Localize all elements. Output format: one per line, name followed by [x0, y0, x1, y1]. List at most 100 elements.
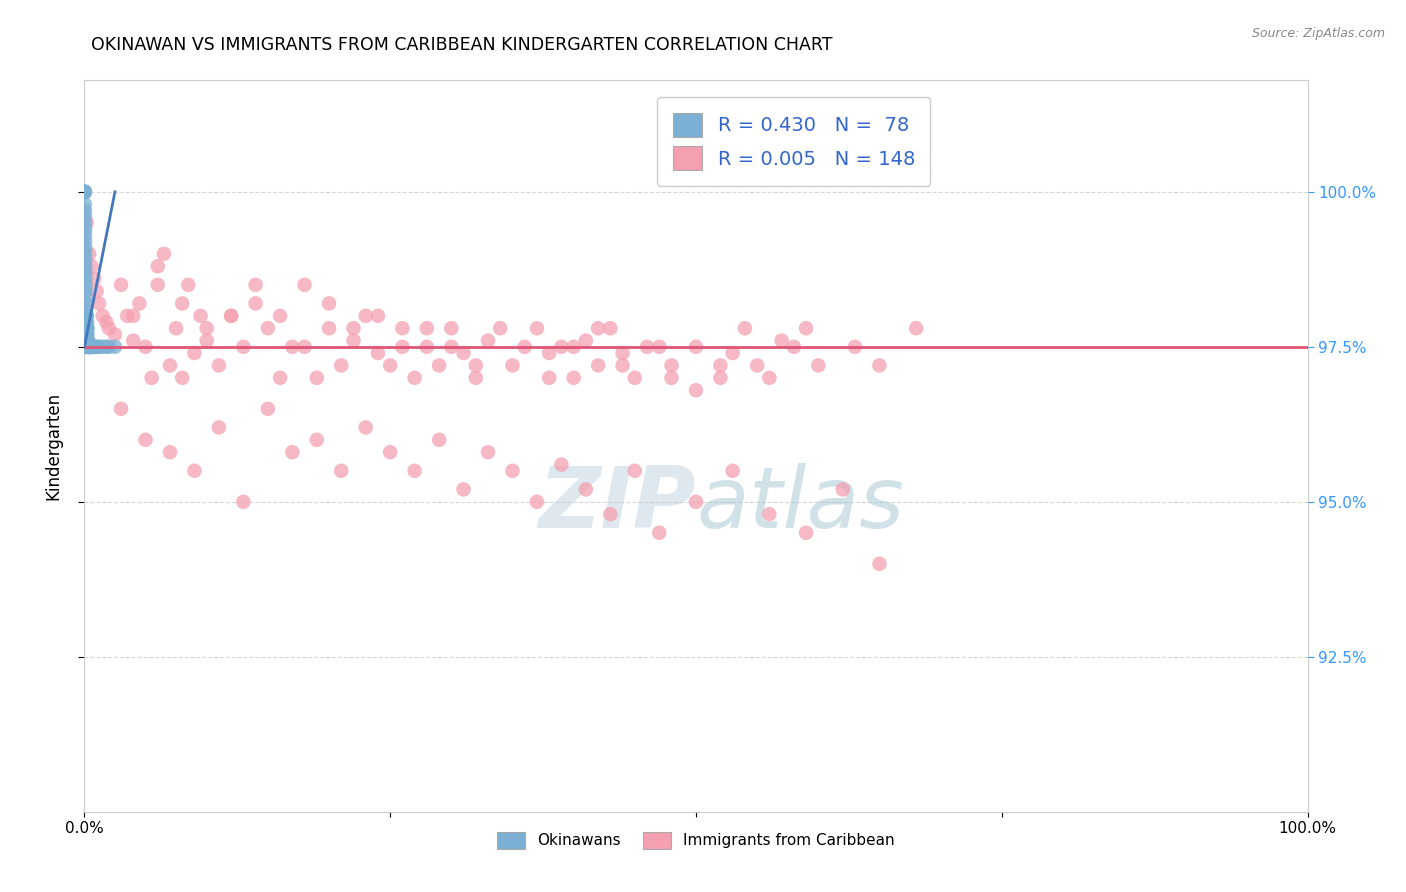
- Point: [73, 185, 96, 199]
- Point: [77, 334, 100, 348]
- Point: [404, 371, 426, 385]
- Point: [73, 185, 96, 199]
- Point: [141, 371, 163, 385]
- Point: [96, 315, 118, 329]
- Point: [86, 340, 108, 354]
- Point: [80, 340, 103, 354]
- Point: [76, 216, 98, 230]
- Point: [905, 321, 928, 335]
- Point: [79, 340, 101, 354]
- Point: [734, 321, 756, 335]
- Point: [146, 259, 169, 273]
- Point: [75, 235, 97, 249]
- Point: [76, 334, 98, 348]
- Point: [172, 371, 194, 385]
- Point: [208, 420, 231, 434]
- Point: [76, 327, 98, 342]
- Point: [75, 334, 97, 348]
- Point: [208, 359, 231, 373]
- Point: [219, 309, 242, 323]
- Point: [318, 296, 340, 310]
- Point: [354, 309, 377, 323]
- Point: [513, 340, 536, 354]
- Point: [807, 359, 830, 373]
- Point: [75, 284, 97, 298]
- Point: [709, 359, 731, 373]
- Text: atlas: atlas: [696, 463, 904, 546]
- Point: [685, 340, 707, 354]
- Point: [104, 327, 127, 342]
- Point: [75, 271, 97, 285]
- Point: [76, 340, 98, 354]
- Legend: Okinawans, Immigrants from Caribbean: Okinawans, Immigrants from Caribbean: [491, 825, 901, 855]
- Point: [367, 346, 389, 360]
- Point: [73, 185, 96, 199]
- Point: [305, 371, 328, 385]
- Point: [190, 309, 212, 323]
- Point: [269, 309, 291, 323]
- Point: [550, 340, 572, 354]
- Point: [75, 296, 97, 310]
- Point: [427, 433, 450, 447]
- Point: [80, 259, 103, 273]
- Point: [75, 334, 97, 348]
- Point: [844, 340, 866, 354]
- Point: [135, 433, 157, 447]
- Point: [599, 321, 621, 335]
- Point: [342, 334, 364, 348]
- Point: [648, 525, 671, 540]
- Point: [77, 340, 100, 354]
- Point: [159, 445, 181, 459]
- Point: [586, 321, 609, 335]
- Point: [77, 340, 100, 354]
- Point: [135, 340, 157, 354]
- Point: [538, 371, 561, 385]
- Point: [75, 321, 97, 335]
- Point: [159, 359, 181, 373]
- Point: [75, 340, 97, 354]
- Point: [75, 315, 97, 329]
- Point: [77, 340, 100, 354]
- Point: [75, 259, 97, 273]
- Point: [562, 340, 585, 354]
- Point: [82, 340, 104, 354]
- Point: [354, 420, 377, 434]
- Point: [83, 271, 105, 285]
- Point: [440, 321, 463, 335]
- Point: [76, 309, 98, 323]
- Point: [183, 464, 205, 478]
- Point: [648, 340, 671, 354]
- Point: [79, 340, 101, 354]
- Point: [758, 507, 780, 521]
- Point: [76, 315, 98, 329]
- Point: [76, 309, 98, 323]
- Point: [75, 241, 97, 255]
- Point: [77, 340, 100, 354]
- Point: [73, 185, 96, 199]
- Point: [75, 290, 97, 304]
- Point: [110, 277, 132, 292]
- Point: [721, 346, 744, 360]
- Point: [294, 277, 316, 292]
- Point: [685, 383, 707, 397]
- Point: [73, 185, 96, 199]
- Point: [76, 334, 98, 348]
- Point: [367, 309, 389, 323]
- Point: [624, 464, 647, 478]
- Point: [257, 321, 280, 335]
- Point: [464, 371, 486, 385]
- Point: [794, 525, 817, 540]
- Point: [96, 340, 118, 354]
- Point: [77, 340, 100, 354]
- Point: [550, 458, 572, 472]
- Point: [73, 185, 96, 199]
- Point: [172, 296, 194, 310]
- Point: [80, 340, 103, 354]
- Point: [97, 340, 120, 354]
- Point: [80, 340, 103, 354]
- Point: [75, 309, 97, 323]
- Point: [77, 247, 100, 261]
- Point: [380, 359, 402, 373]
- Point: [294, 340, 316, 354]
- Point: [91, 309, 114, 323]
